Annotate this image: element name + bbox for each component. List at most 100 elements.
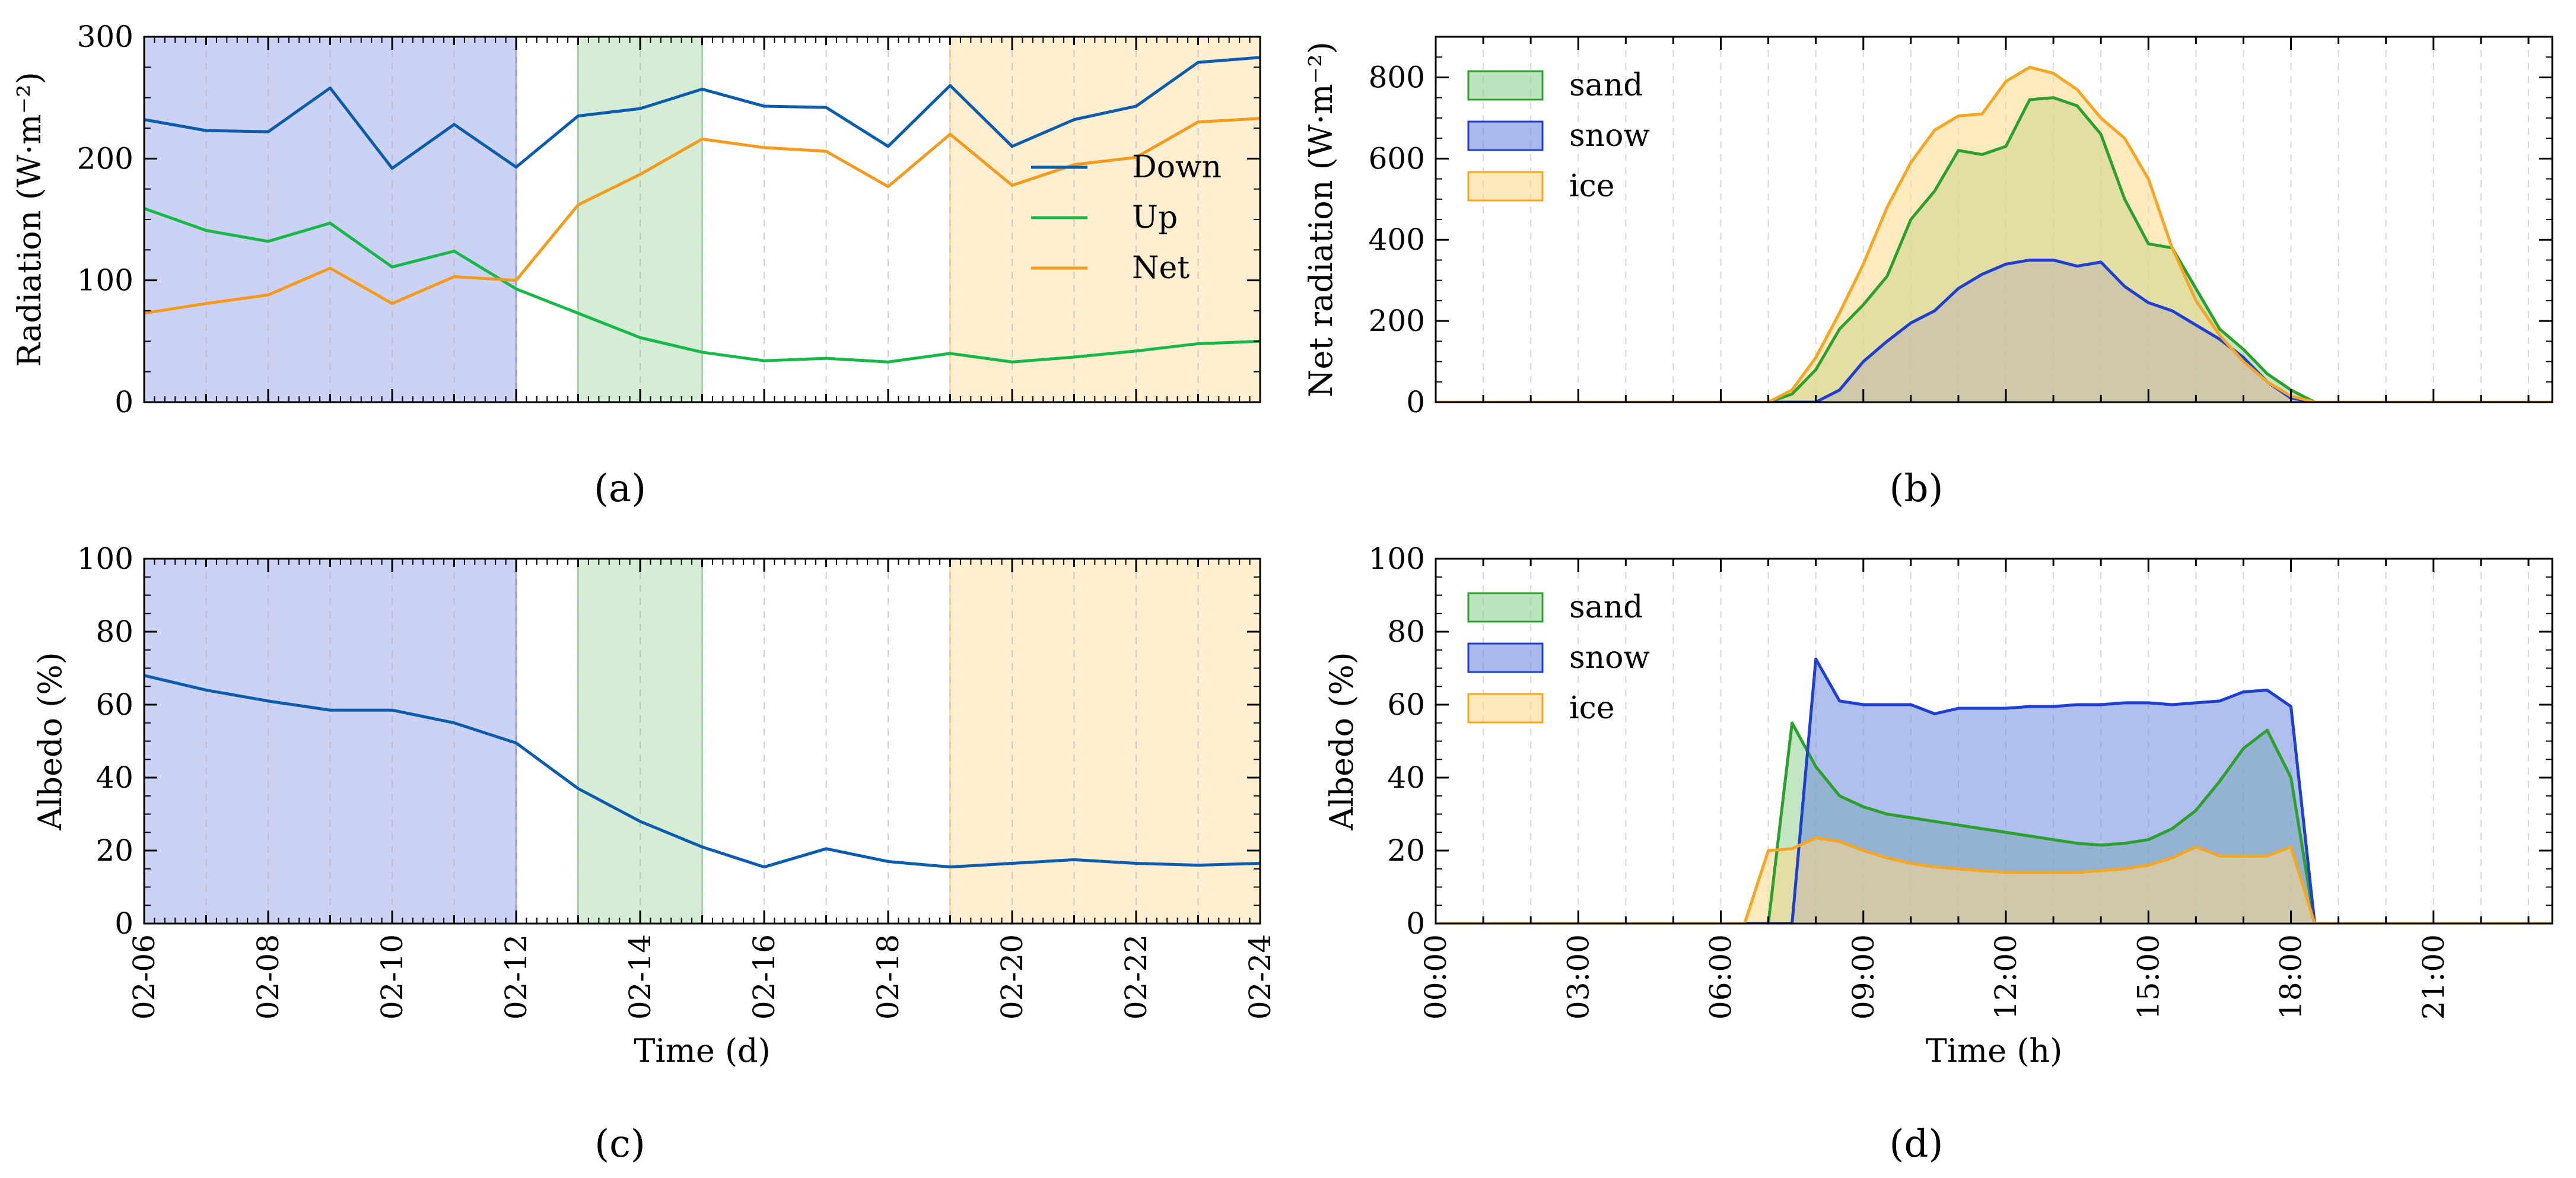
- y-tick-label: 800: [1369, 60, 1425, 94]
- x-tick-label: 12:00: [1989, 934, 2023, 1020]
- data-point: [764, 866, 765, 868]
- y-tick-label: 40: [96, 760, 133, 795]
- data-point: [1073, 859, 1075, 861]
- legend-label: snow: [1569, 118, 1650, 154]
- area-line-snow: [1436, 258, 2552, 402]
- series-line-up: [144, 207, 1260, 364]
- x-tick-label: 02-16: [747, 934, 781, 1020]
- plot-area: [144, 37, 1260, 402]
- data-point: [825, 358, 827, 359]
- y-tick-label: 200: [1369, 304, 1425, 338]
- data-point: [516, 742, 517, 744]
- x-tick-label: 02-18: [871, 934, 905, 1020]
- area-line-sand: [1436, 721, 2552, 924]
- panel-b: 0 200 400 600 800 Net radiation (W·m⁻²) (b) san…: [1302, 36, 2553, 511]
- y-tick-label: 80: [96, 615, 133, 649]
- x-tick-label: 02-12: [499, 934, 533, 1020]
- legend-label: ice: [1569, 690, 1615, 726]
- x-tick-label: 06:00: [1704, 934, 1738, 1020]
- panel-label: (a): [594, 467, 646, 511]
- y-tick-label: 20: [96, 833, 133, 868]
- legend-label: snow: [1569, 640, 1650, 676]
- legend-swatch-ice: [1467, 171, 1544, 202]
- data-point: [825, 107, 827, 109]
- data-point: [1136, 862, 1137, 864]
- y-tick-label: 300: [77, 20, 133, 54]
- x-tick-label: 21:00: [2416, 934, 2451, 1020]
- data-point: [825, 151, 827, 152]
- x-tick-label: 02-22: [1119, 934, 1153, 1020]
- y-tick-label: 60: [1387, 687, 1425, 722]
- data-point: [516, 279, 517, 281]
- y-tick-label: 0: [1406, 906, 1425, 941]
- series-line-down: [144, 56, 1260, 170]
- data-point: [701, 88, 703, 90]
- x-tick-label: 09:00: [1846, 934, 1881, 1020]
- panel-c: 0 20 40 60 80 100 02-06 02-08 02-10 02-12 02-14 02-…: [31, 542, 1277, 1166]
- y-axis-label: Albedo (%): [1323, 652, 1360, 830]
- legend-swatch-ice: [1467, 693, 1544, 724]
- x-tick-label: 18:00: [2274, 934, 2308, 1020]
- data-point: [888, 361, 889, 363]
- data-point: [577, 204, 579, 206]
- data-point: [577, 115, 579, 117]
- x-tick-label: 02-06: [127, 934, 161, 1020]
- data-point: [701, 351, 703, 353]
- data-point: [1073, 356, 1075, 358]
- data-point: [825, 848, 827, 849]
- data-point: [516, 166, 517, 168]
- data-point: [329, 709, 331, 711]
- panel-d: 0 20 40 60 80 100 00:00 03:00 06:00 09:00 12:00 15:…: [1323, 542, 2553, 1166]
- data-point: [1073, 119, 1075, 120]
- data-point: [205, 130, 207, 132]
- legend: Down Up Net: [1031, 149, 1222, 286]
- data-point: [577, 788, 579, 789]
- data-point: [949, 133, 951, 135]
- x-tick-label: 02-14: [623, 934, 657, 1020]
- data-point: [640, 820, 641, 822]
- data-point: [949, 85, 951, 87]
- data-point: [1136, 106, 1137, 107]
- y-tick-label: 0: [115, 906, 133, 941]
- x-tick-label: 02-24: [1243, 934, 1277, 1020]
- data-point: [329, 87, 331, 89]
- legend-label: sand: [1569, 68, 1643, 103]
- y-tick-label: 400: [1369, 222, 1425, 257]
- x-tick-label: 02-08: [251, 934, 285, 1020]
- area-line-ice: [1436, 65, 2552, 402]
- data-point: [888, 145, 889, 147]
- data-point: [1197, 121, 1199, 123]
- data-point: [268, 294, 269, 296]
- data-point: [205, 689, 207, 691]
- data-point: [453, 123, 455, 125]
- y-axis-label: Radiation (W·m⁻²): [11, 72, 48, 367]
- legend: sand snow ice: [1467, 590, 1650, 726]
- y-tick-label: 0: [115, 385, 133, 419]
- legend-swatch-snow: [1467, 642, 1544, 673]
- data-point: [1197, 864, 1199, 866]
- y-axis-label: Net radiation (W·m⁻²): [1302, 42, 1340, 397]
- x-tick-label: 00:00: [1419, 934, 1453, 1020]
- y-tick-label: 200: [77, 141, 133, 176]
- data-point: [640, 174, 641, 176]
- area-line-snow: [1436, 657, 2552, 924]
- data-point: [516, 288, 517, 290]
- legend: sand snow ice: [1467, 68, 1650, 204]
- legend-label: sand: [1569, 590, 1643, 625]
- band-ice: [950, 37, 1260, 402]
- x-axis-label: Time (d): [634, 1032, 770, 1069]
- x-tick-label: 02-10: [375, 934, 409, 1020]
- y-tick-label: 0: [1406, 385, 1425, 419]
- data-point: [577, 313, 579, 314]
- legend-label: Up: [1132, 200, 1178, 235]
- legend-label: Down: [1132, 149, 1222, 185]
- y-axis-label: Albedo (%): [31, 652, 69, 830]
- data-point: [888, 861, 889, 862]
- panel-label: (d): [1890, 1122, 1944, 1166]
- panel-a: 0 100 200 300 Radiation (W·m⁻²) (a) Down Up Net: [11, 20, 1261, 511]
- y-tick-label: 40: [1387, 760, 1425, 795]
- legend-swatch-sand: [1467, 70, 1544, 101]
- data-point: [701, 138, 703, 140]
- data-point: [701, 846, 703, 848]
- legend-label: ice: [1569, 168, 1615, 204]
